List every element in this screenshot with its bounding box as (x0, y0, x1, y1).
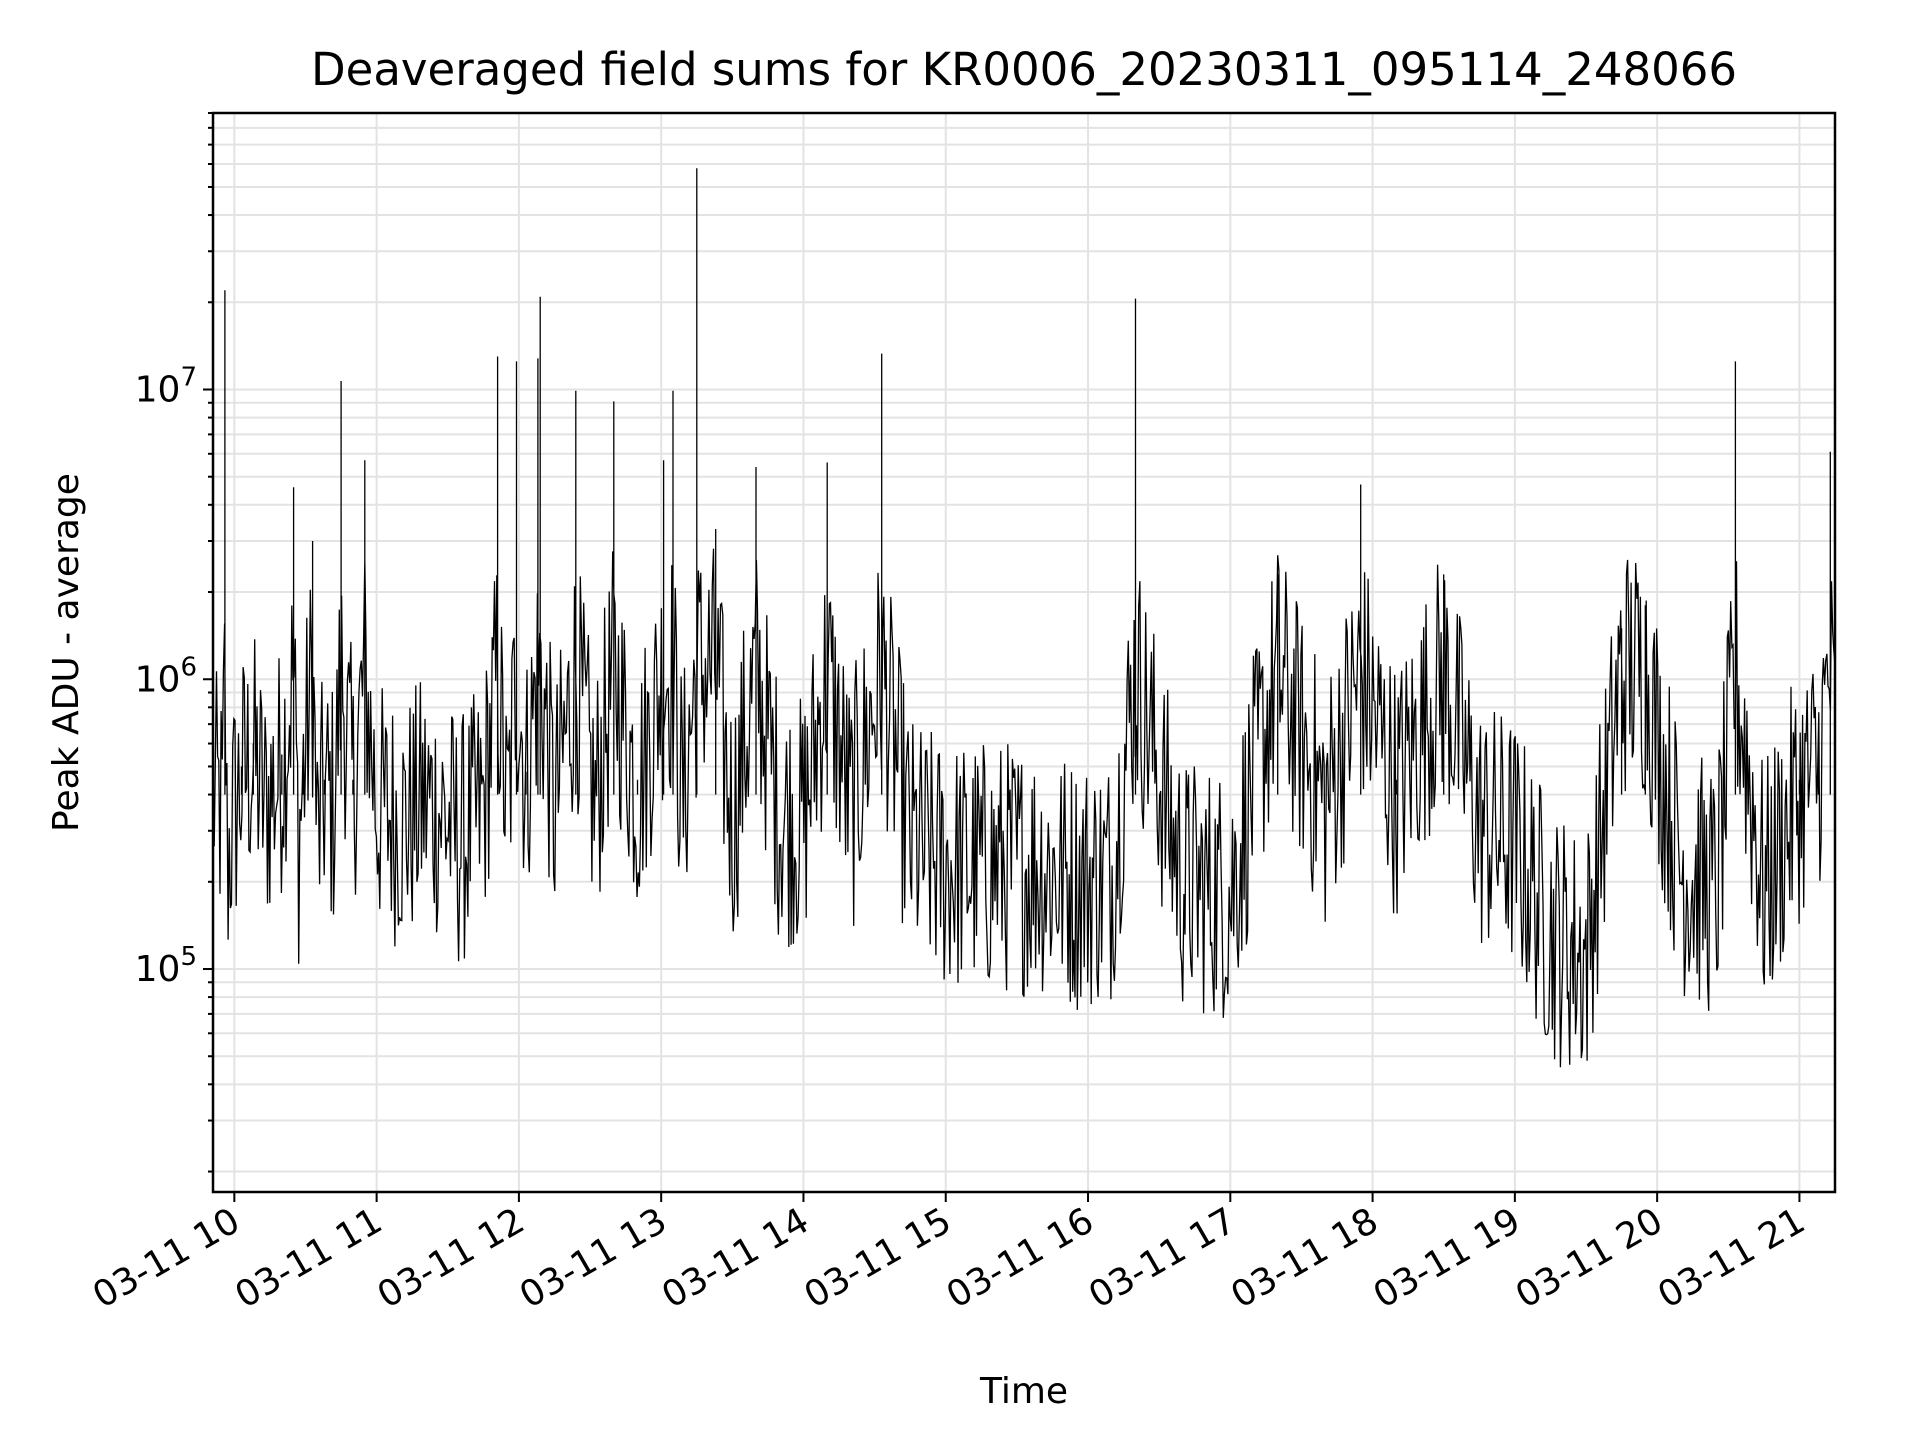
y-axis-label: Peak ADU - average (46, 473, 87, 832)
chart-title: Deaveraged field sums for KR0006_2023031… (311, 43, 1737, 96)
y-tick-label: 105 (135, 942, 197, 990)
y-tick-label: 106 (135, 652, 197, 700)
plot-frame (211, 111, 1837, 1194)
y-tick-label: 107 (135, 362, 197, 410)
x-axis-label: Time (979, 1371, 1068, 1412)
